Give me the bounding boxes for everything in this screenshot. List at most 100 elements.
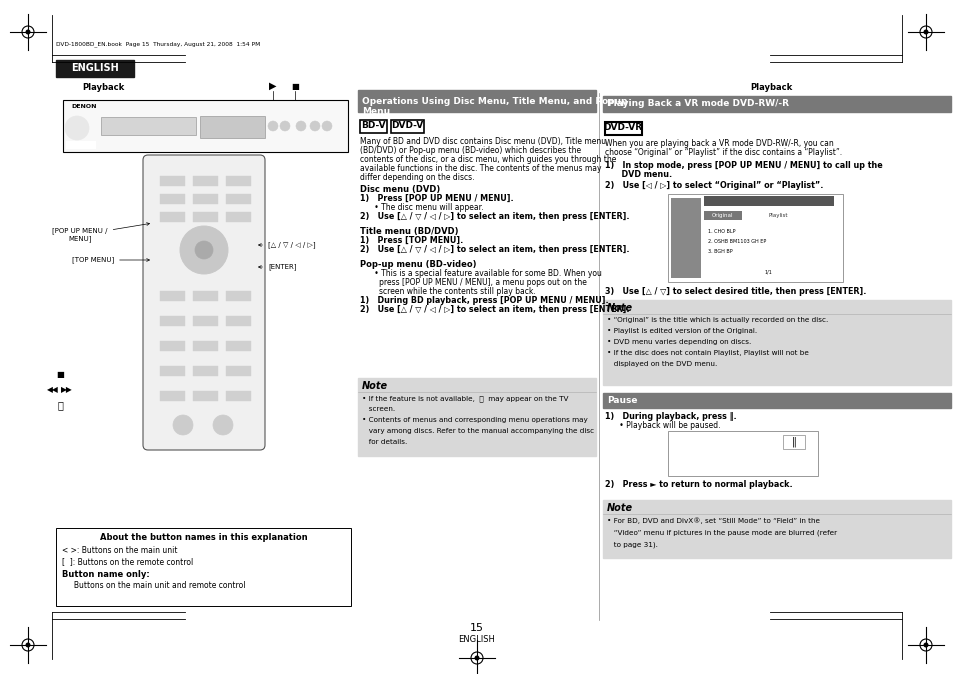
Text: Note: Note <box>606 303 633 313</box>
Text: 1)   During BD playback, press [POP UP MENU / MENU].: 1) During BD playback, press [POP UP MEN… <box>359 296 608 305</box>
Circle shape <box>923 30 927 34</box>
Text: ENGLISH: ENGLISH <box>458 636 495 644</box>
Bar <box>160 212 185 222</box>
Circle shape <box>65 116 89 140</box>
Text: • If the feature is not available,  ⓘ  may appear on the TV: • If the feature is not available, ⓘ may… <box>361 395 568 402</box>
Text: DVD menu.: DVD menu. <box>604 170 672 179</box>
Text: When you are playing back a VR mode DVD-RW/-R, you can: When you are playing back a VR mode DVD-… <box>604 139 833 148</box>
Circle shape <box>475 656 478 660</box>
Bar <box>193 194 218 204</box>
Text: [TOP MENU]: [TOP MENU] <box>71 257 150 264</box>
Bar <box>160 316 185 326</box>
Bar <box>56 528 351 606</box>
Text: Playing Back a VR mode DVD-RW/-R: Playing Back a VR mode DVD-RW/-R <box>606 100 788 109</box>
Bar <box>602 300 950 385</box>
Text: • If the disc does not contain Playlist, Playlist will not be: • If the disc does not contain Playlist,… <box>606 350 808 356</box>
Bar <box>226 391 251 401</box>
FancyBboxPatch shape <box>143 155 265 450</box>
Text: Title menu (BD/DVD): Title menu (BD/DVD) <box>359 227 458 236</box>
Text: ▶: ▶ <box>269 81 276 91</box>
Bar <box>193 291 218 301</box>
Text: [  ]: Buttons on the remote control: [ ]: Buttons on the remote control <box>62 557 193 566</box>
Text: (BD/DVD) or Pop-up menu (BD-video) which describes the: (BD/DVD) or Pop-up menu (BD-video) which… <box>359 146 580 155</box>
Text: Note: Note <box>361 381 388 391</box>
Text: differ depending on the discs.: differ depending on the discs. <box>359 173 474 182</box>
Text: displayed on the DVD menu.: displayed on the DVD menu. <box>606 361 717 367</box>
Bar <box>703 211 741 220</box>
Text: to page 31).: to page 31). <box>606 541 658 547</box>
Text: BD-V: BD-V <box>360 121 385 131</box>
Text: DVD-1800BD_EN.book  Page 15  Thursday, August 21, 2008  1:54 PM: DVD-1800BD_EN.book Page 15 Thursday, Aug… <box>56 41 260 47</box>
Text: Button name only:: Button name only: <box>62 570 150 579</box>
Bar <box>56 60 133 77</box>
Text: • Contents of menus and corresponding menu operations may: • Contents of menus and corresponding me… <box>361 417 587 423</box>
Bar <box>226 366 251 376</box>
Bar <box>160 194 185 204</box>
Bar <box>160 391 185 401</box>
Text: 2)   Press ► to return to normal playback.: 2) Press ► to return to normal playback. <box>604 480 792 489</box>
Circle shape <box>310 121 319 131</box>
Text: Menu: Menu <box>361 107 390 117</box>
Text: 1)   Press [POP UP MENU / MENU].: 1) Press [POP UP MENU / MENU]. <box>359 194 513 203</box>
Text: DVD-VR: DVD-VR <box>603 123 642 133</box>
Text: Playback: Playback <box>82 84 124 92</box>
Circle shape <box>280 121 290 131</box>
Bar <box>667 194 842 282</box>
Text: 1/1: 1/1 <box>763 270 771 274</box>
Text: Playback: Playback <box>749 84 791 92</box>
Bar <box>667 431 817 476</box>
Text: • The disc menu will appear.: • The disc menu will appear. <box>359 203 483 212</box>
Text: 2)   Use [△ / ▽ / ◁ / ▷] to select an item, then press [ENTER].: 2) Use [△ / ▽ / ◁ / ▷] to select an item… <box>359 245 629 254</box>
Text: Many of BD and DVD disc contains Disc menu (DVD), Title menu: Many of BD and DVD disc contains Disc me… <box>359 137 605 146</box>
Text: Disc menu (DVD): Disc menu (DVD) <box>359 185 439 194</box>
Text: Playlist: Playlist <box>767 214 787 218</box>
Text: < >: Buttons on the main unit: < >: Buttons on the main unit <box>62 546 177 555</box>
Text: ENGLISH: ENGLISH <box>71 63 119 73</box>
Bar <box>193 366 218 376</box>
Text: ■: ■ <box>56 371 64 379</box>
Text: • Playback will be paused.: • Playback will be paused. <box>604 421 720 430</box>
Text: 15: 15 <box>470 623 483 633</box>
Text: 1. CHO BLP: 1. CHO BLP <box>707 230 735 235</box>
Text: Note: Note <box>606 503 633 513</box>
Text: 1)   During playback, press ‖.: 1) During playback, press ‖. <box>604 412 736 421</box>
Text: ◀◀: ◀◀ <box>47 386 59 394</box>
Bar <box>66 141 96 149</box>
Text: available functions in the disc. The contents of the menus may: available functions in the disc. The con… <box>359 164 601 173</box>
Text: DVD-V: DVD-V <box>391 121 423 131</box>
Text: Buttons on the main unit and remote control: Buttons on the main unit and remote cont… <box>62 581 245 590</box>
Text: • For BD, DVD and DivX®, set “Still Mode” to “Field” in the: • For BD, DVD and DivX®, set “Still Mode… <box>606 517 820 524</box>
Bar <box>193 212 218 222</box>
Circle shape <box>26 643 30 647</box>
Circle shape <box>172 415 193 435</box>
Text: [ENTER]: [ENTER] <box>258 264 296 270</box>
Text: Pause: Pause <box>606 396 637 406</box>
Bar <box>703 196 833 206</box>
Bar <box>226 291 251 301</box>
Text: 3. BGH BP: 3. BGH BP <box>707 249 732 255</box>
Bar <box>160 176 185 186</box>
Text: vary among discs. Refer to the manual accompanying the disc: vary among discs. Refer to the manual ac… <box>361 428 594 434</box>
Bar <box>357 90 596 112</box>
Circle shape <box>194 241 213 259</box>
Circle shape <box>322 121 332 131</box>
Bar <box>226 176 251 186</box>
Text: Pop-up menu (BD-video): Pop-up menu (BD-video) <box>359 260 476 269</box>
Text: About the button names in this explanation: About the button names in this explanati… <box>99 533 307 542</box>
Bar <box>193 391 218 401</box>
Text: 2)   Use [△ / ▽ / ◁ / ▷] to select an item, then press [ENTER].: 2) Use [△ / ▽ / ◁ / ▷] to select an item… <box>359 305 629 314</box>
Text: • Playlist is edited version of the Original.: • Playlist is edited version of the Orig… <box>606 328 757 334</box>
Text: ▶▶: ▶▶ <box>61 386 72 394</box>
Bar <box>357 378 596 456</box>
Bar <box>193 316 218 326</box>
Text: Operations Using Disc Menu, Title Menu, and Popup: Operations Using Disc Menu, Title Menu, … <box>361 96 627 106</box>
Text: • “Original” is the title which is actually recorded on the disc.: • “Original” is the title which is actua… <box>606 317 827 323</box>
Bar <box>193 341 218 351</box>
Text: [POP UP MENU /
MENU]: [POP UP MENU / MENU] <box>52 222 150 242</box>
Bar <box>160 291 185 301</box>
Circle shape <box>180 226 228 274</box>
Circle shape <box>213 415 233 435</box>
Bar <box>602 96 950 112</box>
Bar <box>670 198 700 278</box>
Bar <box>226 316 251 326</box>
